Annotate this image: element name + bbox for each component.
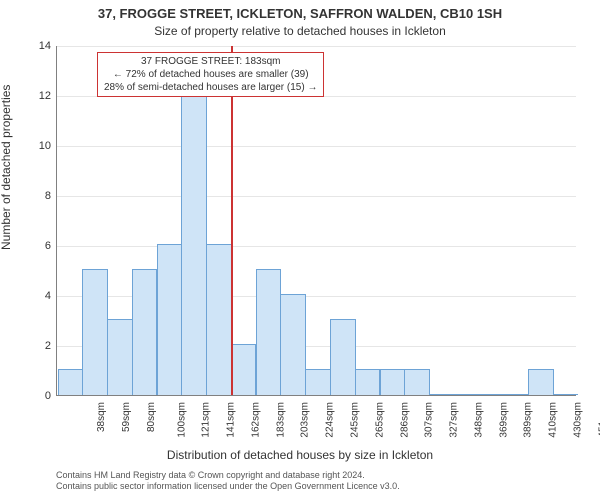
y-tick-label: 2 (29, 340, 51, 352)
histogram-bar (132, 269, 158, 395)
histogram-bar (305, 369, 331, 395)
histogram-bar (330, 319, 356, 395)
y-axis-label: Number of detached properties (0, 85, 13, 250)
x-tick-label: 245sqm (350, 402, 361, 438)
histogram-bar (231, 344, 257, 395)
annotation-line: 28% of semi-detached houses are larger (… (104, 81, 317, 94)
histogram-bar (355, 369, 381, 395)
x-tick-label: 59sqm (121, 402, 132, 432)
x-tick-label: 224sqm (325, 402, 336, 438)
chart-subtitle: Size of property relative to detached ho… (0, 24, 600, 38)
attribution-footer: Contains HM Land Registry data © Crown c… (56, 470, 400, 493)
chart-title: 37, FROGGE STREET, ICKLETON, SAFFRON WAL… (0, 6, 600, 21)
histogram-bar (206, 244, 232, 395)
y-tick-label: 8 (29, 190, 51, 202)
x-tick-label: 121sqm (201, 402, 212, 438)
annotation-line: ← 72% of detached houses are smaller (39… (104, 68, 317, 81)
x-tick-label: 265sqm (374, 402, 385, 438)
annotation-box: 37 FROGGE STREET: 183sqm← 72% of detache… (97, 52, 324, 97)
histogram-bar (380, 369, 406, 395)
x-tick-label: 80sqm (146, 402, 157, 432)
histogram-bar (181, 94, 207, 395)
x-tick-label: 327sqm (449, 402, 460, 438)
x-tick-label: 141sqm (226, 402, 237, 438)
histogram-bar (107, 319, 133, 395)
y-tick-label: 6 (29, 240, 51, 252)
histogram-bar (528, 369, 554, 395)
histogram-bar (503, 394, 529, 395)
histogram-bar (280, 294, 306, 395)
histogram-bar (454, 394, 480, 395)
footer-line-2: Contains public sector information licen… (56, 481, 400, 492)
x-tick-label: 100sqm (176, 402, 187, 438)
x-tick-label: 348sqm (473, 402, 484, 438)
y-tick-label: 12 (29, 90, 51, 102)
histogram-bar (404, 369, 430, 395)
x-tick-label: 410sqm (548, 402, 559, 438)
x-tick-label: 369sqm (498, 402, 509, 438)
y-tick-label: 10 (29, 140, 51, 152)
bars-group (57, 46, 576, 395)
x-tick-label: 286sqm (399, 402, 410, 438)
histogram-bar (429, 394, 455, 395)
reference-line (231, 46, 233, 395)
histogram-bar (479, 394, 505, 395)
x-tick-label: 38sqm (96, 402, 107, 432)
y-tick-label: 14 (29, 40, 51, 52)
x-axis-label: Distribution of detached houses by size … (0, 448, 600, 462)
histogram-bar (553, 394, 579, 395)
y-tick-label: 0 (29, 390, 51, 402)
annotation-line: 37 FROGGE STREET: 183sqm (104, 55, 317, 68)
x-tick-label: 183sqm (275, 402, 286, 438)
figure: 37, FROGGE STREET, ICKLETON, SAFFRON WAL… (0, 0, 600, 500)
x-tick-label: 203sqm (300, 402, 311, 438)
x-tick-label: 389sqm (523, 402, 534, 438)
x-tick-label: 430sqm (572, 402, 583, 438)
histogram-bar (157, 244, 183, 395)
x-tick-label: 162sqm (251, 402, 262, 438)
footer-line-1: Contains HM Land Registry data © Crown c… (56, 470, 400, 481)
y-tick-label: 4 (29, 290, 51, 302)
histogram-bar (58, 369, 84, 395)
histogram-bar (82, 269, 108, 395)
plot-area: 0246810121437 FROGGE STREET: 183sqm← 72%… (56, 46, 576, 396)
histogram-bar (256, 269, 282, 395)
x-tick-label: 307sqm (424, 402, 435, 438)
